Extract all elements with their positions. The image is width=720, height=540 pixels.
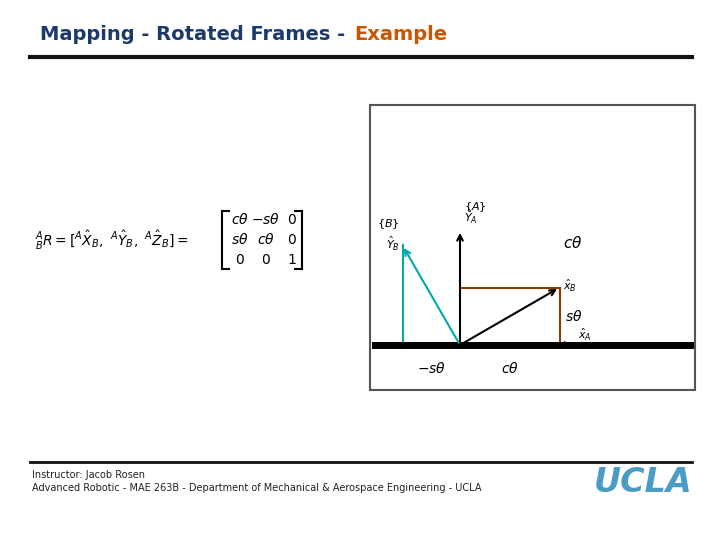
Text: $0$: $0$ [261, 253, 271, 267]
Text: $c\theta$: $c\theta$ [257, 233, 275, 247]
Text: $c\theta$: $c\theta$ [501, 361, 518, 376]
Text: $-s\theta$: $-s\theta$ [251, 212, 281, 227]
Text: Example: Example [354, 24, 447, 44]
Text: UCLA: UCLA [593, 467, 692, 500]
Text: $c\theta$: $c\theta$ [231, 212, 249, 227]
Text: $0$: $0$ [235, 253, 245, 267]
Text: $\hat{x}_B$: $\hat{x}_B$ [562, 278, 577, 294]
Text: $s\theta$: $s\theta$ [564, 309, 582, 324]
Bar [370, 105, 695, 390]
Text: $0$: $0$ [287, 213, 297, 227]
Text: Advanced Robotic - MAE 263B - Department of Mechanical & Aerospace Engineering -: Advanced Robotic - MAE 263B - Department… [32, 483, 482, 493]
Text: $\{B\}$: $\{B\}$ [377, 218, 400, 232]
Text: Instructor: Jacob Rosen: Instructor: Jacob Rosen [32, 470, 145, 480]
Text: $c\theta$: $c\theta$ [562, 235, 582, 252]
Text: $0$: $0$ [287, 233, 297, 247]
Text: $^A_B R = [^A\hat{X}_B,\ ^A\hat{Y}_B,\ ^A\hat{Z}_B] = $: $^A_B R = [^A\hat{X}_B,\ ^A\hat{Y}_B,\ ^… [35, 228, 189, 252]
Text: $s\theta$: $s\theta$ [231, 233, 248, 247]
Text: $\hat{x}_A$: $\hat{x}_A$ [578, 327, 592, 343]
Text: $\hat{Y}_A$: $\hat{Y}_A$ [464, 208, 477, 226]
Text: $\hat{Y}_B$: $\hat{Y}_B$ [386, 234, 400, 253]
Text: $\{A\}$: $\{A\}$ [464, 200, 487, 214]
Text: $1$: $1$ [287, 253, 297, 267]
Text: $-s\theta$: $-s\theta$ [417, 361, 446, 376]
Text: Mapping - Rotated Frames -: Mapping - Rotated Frames - [40, 24, 352, 44]
